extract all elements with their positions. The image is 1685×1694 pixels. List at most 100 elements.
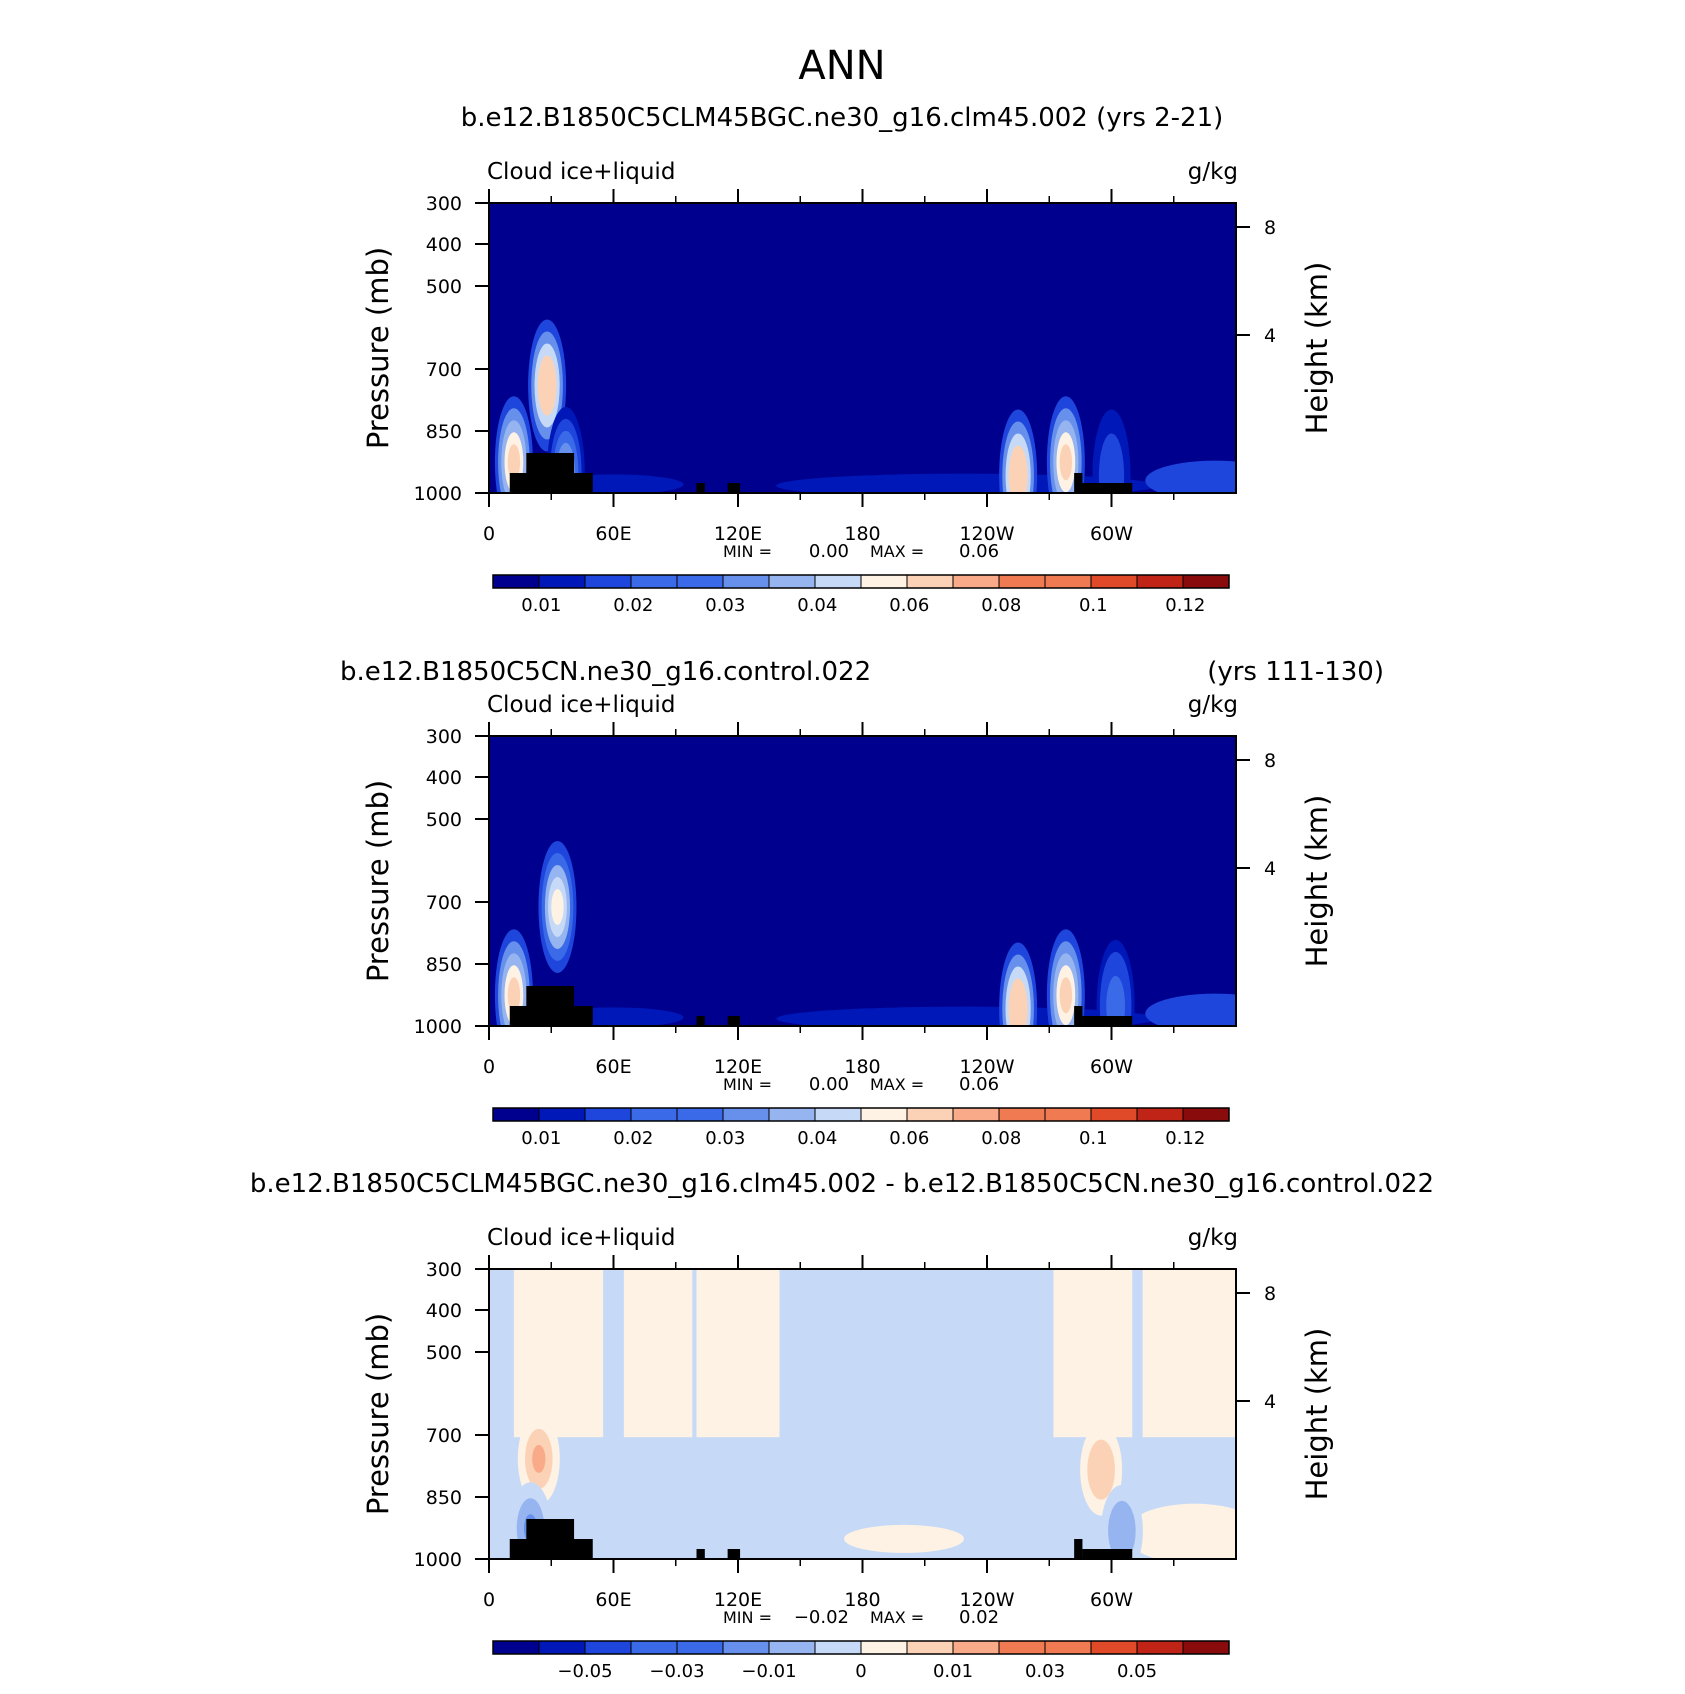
topography [1074, 473, 1083, 493]
y-axis-label-left: Pressure (mb) [361, 247, 395, 449]
colorbar-frame [492, 574, 1230, 589]
panels: b.e12.B1850C5CLM45BGC.ne30_g16.clm45.002… [250, 103, 1434, 1682]
topography [727, 1016, 741, 1026]
colorbar-label: 0.06 [889, 595, 929, 616]
topography [1082, 1549, 1133, 1559]
x-tick-label: 60W [1090, 1589, 1133, 1611]
colorbar-bin [1136, 1640, 1184, 1655]
x-tick-label: 0 [483, 1589, 495, 1611]
colorbar-label: 0.12 [1165, 1128, 1205, 1149]
colorbar-label: 0.1 [1079, 595, 1108, 616]
x-tick-label: 120W [959, 523, 1014, 545]
colorbar-label: 0.01 [933, 1661, 973, 1682]
min-value: 0.00 [809, 541, 849, 562]
colorbar-bin [630, 1640, 678, 1655]
colorbar-label: 0.12 [1165, 595, 1205, 616]
y-axis-label-right: Height (km) [1300, 795, 1334, 968]
y-right-tick-label: 4 [1264, 1391, 1276, 1413]
panel-title: b.e12.B1850C5CLM45BGC.ne30_g16.clm45.002… [250, 1169, 1434, 1199]
colorbar-label: 0.02 [613, 1128, 653, 1149]
colorbar-bin [630, 574, 678, 589]
y-axis-label-right: Height (km) [1300, 1328, 1334, 1501]
y-tick-label: 400 [426, 234, 462, 256]
feature-contour [1011, 457, 1025, 493]
colorbar-bin [492, 1640, 540, 1655]
topography [696, 1549, 705, 1559]
colorbar-bin [538, 1107, 586, 1122]
max-label: MAX = [870, 1075, 924, 1094]
units-label: g/kg [1188, 692, 1238, 718]
chart-panel-2: b.e12.B1850C5CN.ne30_g16.control.022 (yrs… [340, 657, 1384, 1149]
positive-region [623, 1269, 693, 1438]
colorbar-bin [906, 574, 954, 589]
y-tick-label: 500 [426, 809, 462, 831]
x-tick-label: 180 [844, 523, 880, 545]
topography [1082, 483, 1133, 493]
colorbar-bin [1182, 1640, 1230, 1655]
colorbar-bin [1044, 574, 1092, 589]
x-tick-label: 180 [844, 1056, 880, 1078]
topography [696, 1016, 705, 1026]
colorbar-bin [814, 574, 862, 589]
x-tick-label: 120W [959, 1056, 1014, 1078]
y-tick-label: 700 [426, 892, 462, 914]
positive-region [696, 1269, 780, 1438]
y-tick-label: 850 [426, 954, 462, 976]
colorbar-label: −0.01 [741, 1661, 796, 1682]
colorbar-label: 0.1 [1079, 1128, 1108, 1149]
y-axis-label-right: Height (km) [1300, 262, 1334, 435]
x-tick-label: 120E [714, 1056, 762, 1078]
min-label: MIN = [723, 542, 772, 561]
topography [1074, 1006, 1083, 1026]
x-tick-label: 60W [1090, 1056, 1133, 1078]
panel-title: b.e12.B1850C5CLM45BGC.ne30_g16.clm45.002… [461, 103, 1224, 133]
colorbar-bin [1182, 574, 1230, 589]
units-label: g/kg [1188, 159, 1238, 185]
x-tick-label: 120E [714, 1589, 762, 1611]
x-tick-label: 120W [959, 1589, 1014, 1611]
colorbar-label: 0.03 [705, 1128, 745, 1149]
colorbar-bin [860, 1640, 908, 1655]
y-tick-label: 1000 [414, 483, 462, 505]
colorbar-bin [998, 574, 1046, 589]
feature-contour [507, 444, 521, 481]
positive-region [844, 1524, 964, 1553]
colorbar-label: 0.01 [521, 1128, 561, 1149]
chart-panel-3: b.e12.B1850C5CLM45BGC.ne30_g16.clm45.002… [250, 1169, 1434, 1682]
x-tick-label: 60E [595, 523, 631, 545]
colorbar-bin [584, 1107, 632, 1122]
topography [727, 483, 741, 493]
y-tick-label: 1000 [414, 1016, 462, 1038]
colorbar-bin [676, 1107, 724, 1122]
colorbar-bin [538, 574, 586, 589]
colorbar-bin [584, 1640, 632, 1655]
cloud-layer [1145, 460, 1236, 493]
x-tick-label: 120E [714, 523, 762, 545]
panel-title: b.e12.B1850C5CN.ne30_g16.control.022 [340, 657, 871, 687]
topography [551, 1519, 575, 1559]
colorbar-label: 0.08 [981, 1128, 1021, 1149]
colorbar-bin [1044, 1640, 1092, 1655]
colorbar-bin [492, 574, 540, 589]
colorbar-bin [584, 574, 632, 589]
min-label: MIN = [723, 1075, 772, 1094]
colorbar-bin [860, 1107, 908, 1122]
topography [696, 483, 705, 493]
feature-contour [551, 888, 564, 925]
field [489, 736, 1236, 1026]
y-tick-label: 300 [426, 193, 462, 215]
colorbar-bin [952, 1640, 1000, 1655]
feature-contour [1011, 990, 1025, 1026]
y-tick-label: 850 [426, 421, 462, 443]
colorbar-frame [492, 1640, 1230, 1655]
colorbar-label: 0.06 [889, 1128, 929, 1149]
panel-title-right: (yrs 111-130) [1207, 657, 1384, 687]
feature-contour [1115, 1516, 1129, 1545]
x-tick-label: 0 [483, 1056, 495, 1078]
y-tick-label: 1000 [414, 1549, 462, 1571]
colorbar-label: 0.03 [1025, 1661, 1065, 1682]
feature-contour [1059, 977, 1073, 1014]
feature-contour [540, 367, 554, 404]
y-right-tick-label: 8 [1264, 750, 1276, 772]
